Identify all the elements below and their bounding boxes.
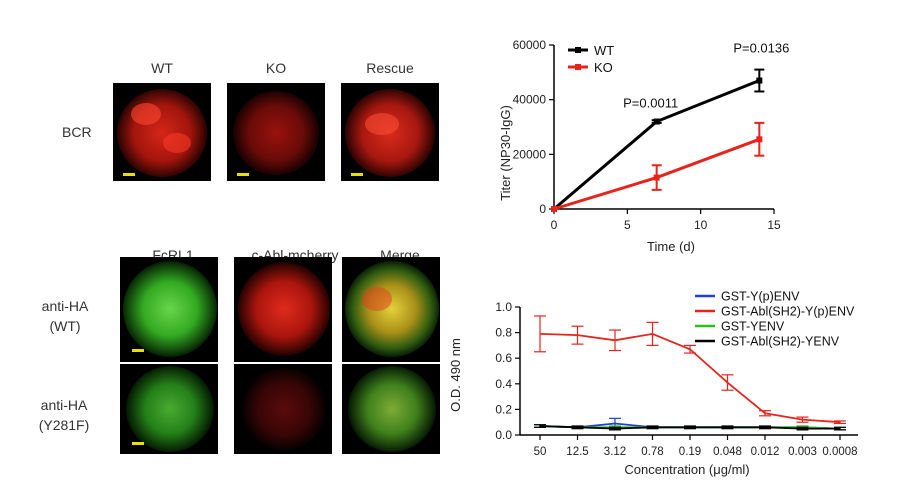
legend-entry: GST-Abl(SH2)-YENV xyxy=(721,335,840,349)
y-tick-label: 1.0 xyxy=(495,300,512,314)
legend-marker xyxy=(575,64,581,70)
x-tick-label: 0 xyxy=(551,218,558,232)
col-label-rescue: Rescue xyxy=(366,60,414,76)
scale-bar xyxy=(351,173,363,176)
col-label-ko: KO xyxy=(265,60,287,76)
legend-entry: GST-YENV xyxy=(721,320,785,334)
x-tick-label: 15 xyxy=(767,218,781,232)
legend-entry: GST-Abl(SH2)-Y(p)ENV xyxy=(721,305,855,319)
x-tick-label: 0.048 xyxy=(713,446,742,458)
legend-entry: GST-Y(p)ENV xyxy=(721,290,800,304)
y-tick-label: 0.0 xyxy=(495,428,512,442)
row-label-y281f-line1: anti-HA xyxy=(40,397,88,413)
p-value-annotation: P=0.0011 xyxy=(623,96,678,111)
row-label-wt: anti-HA (WT) xyxy=(28,296,102,336)
y-tick-label: 0.6 xyxy=(495,351,512,365)
micrograph-fcrl1-y281f xyxy=(120,364,218,454)
col-label-wt: WT xyxy=(151,60,173,76)
x-tick-label: 10 xyxy=(694,218,708,232)
legend-entry: WT xyxy=(594,43,614,58)
od-chart: O.D. 490 nm Concentration (μg/ml) 0.0 0.2… xyxy=(448,290,858,477)
micrograph-merge-y281f xyxy=(342,364,440,454)
scale-bar xyxy=(132,349,144,352)
y-tick-label: 0.4 xyxy=(495,377,512,391)
y-tick-label: 0 xyxy=(539,202,546,216)
micrograph-cabl-wt xyxy=(234,257,332,362)
micrograph-bcr-ko xyxy=(227,83,325,181)
scale-bar xyxy=(132,442,144,445)
micrograph-bcr-rescue xyxy=(341,83,439,181)
y-axis-label: O.D. 490 nm xyxy=(448,338,463,412)
x-tick-label: 0.0008 xyxy=(822,446,857,458)
data-point xyxy=(756,136,763,143)
micrograph-fcrl1-wt xyxy=(120,257,218,362)
titer-chart: Titer (NP30-IgG) Time (d) 0 20000 40000 600… xyxy=(498,38,789,254)
x-tick-label: 0.19 xyxy=(679,446,701,458)
legend-entry: KO xyxy=(594,60,613,75)
scale-bar xyxy=(237,173,249,176)
y-tick-label: 0.8 xyxy=(495,326,512,340)
micrograph-merge-wt xyxy=(342,257,440,362)
scale-bar xyxy=(123,173,135,176)
legend-marker xyxy=(575,47,581,53)
x-tick-label: 3.12 xyxy=(604,446,626,458)
y-axis-label: Titer (NP30-IgG) xyxy=(498,105,513,201)
x-axis-label: Time (d) xyxy=(647,239,695,254)
micrograph-bcr-wt xyxy=(113,83,211,181)
row-label-y281f-line2: (Y281F) xyxy=(38,417,90,433)
x-axis-label: Concentration (μg/ml) xyxy=(624,462,749,477)
y-tick-label: 0.2 xyxy=(495,402,512,416)
data-point xyxy=(653,174,660,181)
x-tick-label: 0.003 xyxy=(788,446,817,458)
data-point xyxy=(756,77,763,84)
data-point xyxy=(653,118,660,125)
x-tick-label: 0.012 xyxy=(751,446,780,458)
y-tick-label: 20000 xyxy=(513,147,547,161)
y-tick-label: 40000 xyxy=(513,93,547,107)
p-value-annotation: P=0.0136 xyxy=(733,41,789,56)
x-tick-label: 5 xyxy=(624,218,631,232)
x-tick-label: 12.5 xyxy=(566,446,588,458)
row-label-wt-line2: (WT) xyxy=(49,318,81,334)
row-label-bcr: BCR xyxy=(62,124,92,140)
x-tick-label: 0.78 xyxy=(641,446,663,458)
micrograph-cabl-y281f xyxy=(234,364,332,454)
x-tick-label: 50 xyxy=(534,446,547,458)
y-tick-label: 60000 xyxy=(513,38,547,52)
data-point xyxy=(551,206,557,212)
row-label-y281f: anti-HA (Y281F) xyxy=(24,395,104,435)
row-label-wt-line1: anti-HA xyxy=(41,298,89,314)
